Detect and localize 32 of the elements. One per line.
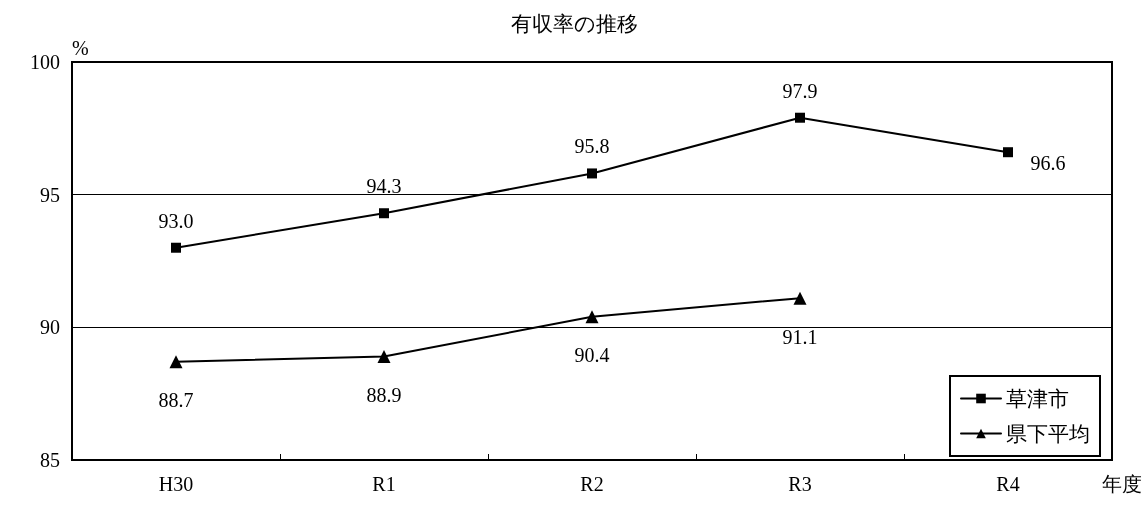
x-tick-label: R3	[788, 473, 812, 495]
legend-label: 草津市	[1006, 386, 1069, 411]
y-tick-label: 85	[40, 449, 60, 471]
x-tick-label: R2	[580, 473, 604, 495]
data-label: 95.8	[574, 135, 610, 158]
point	[587, 168, 597, 179]
x-tick-label: H30	[158, 473, 194, 495]
data-label: 96.6	[1030, 152, 1066, 175]
x-axis-title: 年度	[1102, 473, 1142, 495]
point	[795, 112, 805, 123]
point	[793, 291, 807, 305]
data-label: 90.4	[574, 344, 610, 367]
point	[379, 208, 389, 219]
point	[169, 355, 183, 369]
data-label: 97.9	[782, 79, 818, 102]
y-tick-label: 90	[40, 316, 60, 339]
legend-label: 県下平均	[1006, 421, 1090, 446]
data-label: 94.3	[366, 175, 402, 198]
data-label: 91.1	[782, 325, 818, 348]
y-tick-label: 95	[40, 183, 60, 206]
chart-title: 有収率の推移	[510, 11, 638, 36]
data-label: 88.7	[158, 389, 194, 412]
x-tick-label: R1	[372, 473, 396, 495]
x-tick-label: R4	[996, 473, 1020, 495]
y-axis-title: %	[72, 37, 89, 59]
y-tick-label: 100	[30, 51, 60, 73]
data-label: 93.0	[158, 209, 194, 232]
point	[377, 350, 391, 364]
point	[585, 310, 599, 324]
point	[1003, 147, 1013, 158]
data-label: 88.9	[366, 384, 402, 407]
point	[171, 242, 181, 253]
